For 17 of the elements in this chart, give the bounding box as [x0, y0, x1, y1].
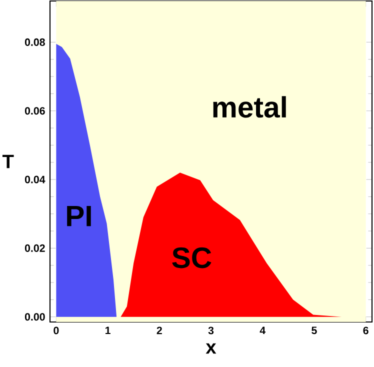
y-axis-title: T [2, 154, 14, 168]
y-tick-label: 0.00 [24, 313, 45, 321]
x-axis-title: x [206, 343, 216, 354]
x-tick-label: 1 [106, 326, 110, 334]
x-tick-label: 2 [156, 326, 162, 334]
x-tick-label: 0 [54, 326, 59, 334]
y-tick-label: 0.04 [24, 176, 46, 184]
y-tick-label: 0.08 [24, 38, 45, 46]
series-label: SC [172, 247, 212, 268]
series-label: PI [67, 206, 91, 226]
x-tick-label: 4 [260, 326, 266, 334]
y-tick-label: 0.02 [24, 244, 45, 252]
x-tick-label: 5 [312, 326, 317, 334]
x-tick-label: 3 [208, 326, 214, 334]
x-tick-label: 6 [363, 326, 368, 334]
y-tick-label: 0.06 [24, 107, 45, 115]
band-label: metal [213, 96, 286, 118]
